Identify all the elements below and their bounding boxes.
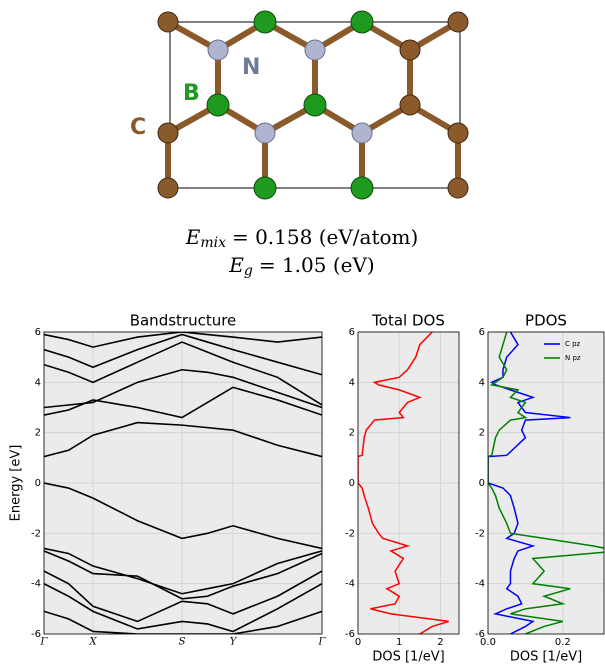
formula: Emix = 0.158 (eV/atom)	[185, 225, 419, 252]
band-line	[44, 332, 322, 348]
x-tick-label: 0.2	[555, 637, 571, 648]
y-tick-label: 6	[479, 327, 485, 338]
subscript: g	[244, 263, 253, 279]
atom-label: B	[183, 81, 200, 106]
y-tick-label: -4	[31, 579, 41, 590]
band-line	[44, 547, 322, 595]
x-tick-label: S	[179, 637, 186, 648]
cell-box	[169, 21, 461, 189]
band-line	[44, 570, 322, 623]
y-tick-label: 0	[349, 478, 355, 489]
x-tick-label: Y	[230, 637, 238, 648]
x-tick-label: 1	[396, 637, 402, 648]
band-line	[44, 386, 322, 419]
x-axis-label: DOS [1/eV]	[372, 650, 444, 665]
x-axis-label: DOS [1/eV]	[510, 650, 582, 665]
band-line	[44, 482, 322, 550]
plot-frame	[43, 331, 323, 635]
chart-title: Bandstructure	[130, 312, 237, 330]
y-tick-label: 4	[349, 377, 355, 388]
band-line	[44, 582, 322, 633]
dos-line	[358, 332, 449, 634]
y-tick-label: -6	[31, 629, 41, 640]
y-axis-label: Energy [eV]	[9, 445, 24, 522]
y-tick-label: -2	[31, 528, 41, 539]
subscript: mix	[200, 235, 226, 251]
band-line	[44, 550, 322, 600]
plot-frame	[487, 331, 605, 635]
plot-frame	[357, 331, 460, 635]
band-line	[44, 368, 322, 409]
y-tick-label: 4	[35, 377, 41, 388]
band-line	[44, 610, 322, 634]
band-line	[44, 421, 322, 458]
band-line	[44, 333, 322, 376]
y-tick-label: -4	[345, 579, 355, 590]
x-tick-label: Γ	[40, 637, 49, 648]
y-tick-label: 6	[349, 327, 355, 338]
y-tick-label: 0	[479, 478, 485, 489]
y-tick-label: -2	[475, 528, 485, 539]
legend-label: C pz	[565, 340, 581, 348]
structure: N B C	[130, 10, 469, 200]
x-tick-label: Γ	[318, 637, 327, 648]
y-tick-label: 4	[479, 377, 485, 388]
y-tick-label: 2	[349, 428, 355, 439]
y-tick-label: 6	[35, 327, 41, 338]
legend-label: N pz	[565, 354, 581, 362]
atom-label: C	[130, 115, 146, 140]
x-tick-label: X	[88, 637, 97, 648]
y-tick-label: -6	[345, 629, 355, 640]
formula-text: = 0.158 (eV/atom)	[232, 225, 418, 249]
dos-line	[488, 332, 604, 634]
x-tick-label: 0.0	[480, 637, 496, 648]
y-tick-label: -6	[475, 629, 485, 640]
y-tick-label: 0	[35, 478, 41, 489]
y-tick-label: -2	[345, 528, 355, 539]
y-tick-label: -4	[475, 579, 485, 590]
chart-title: Total DOS	[371, 312, 445, 330]
y-tick-label: 2	[479, 428, 485, 439]
formula: Eg = 1.05 (eV)	[228, 253, 374, 280]
y-tick-label: 2	[35, 428, 41, 439]
formula-text: = 1.05 (eV)	[259, 253, 375, 277]
chart-title: PDOS	[525, 312, 567, 330]
symbol: E	[185, 225, 201, 249]
atom-label: N	[242, 55, 260, 80]
x-tick-label: 2	[437, 637, 443, 648]
band-line	[44, 341, 322, 406]
atoms	[157, 10, 469, 200]
symbol: E	[228, 253, 244, 277]
x-tick-label: 0	[355, 637, 361, 648]
